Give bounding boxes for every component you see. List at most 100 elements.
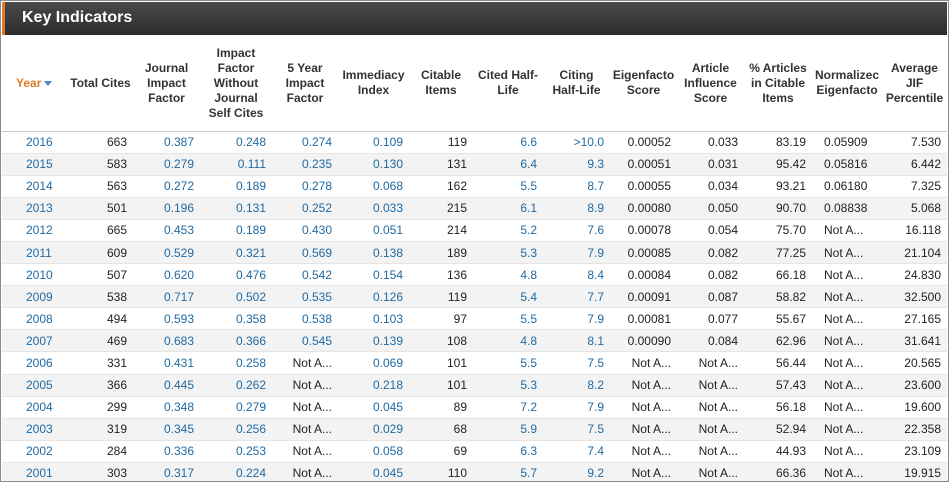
metric-link[interactable]: 8.9 [543,197,610,220]
metric-link[interactable]: 7.7 [543,285,610,309]
column-header-immediacy-index[interactable]: Immediacy Index [338,36,409,132]
year-link[interactable]: 2001 [2,462,68,481]
metric-link[interactable]: 0.279 [200,396,272,419]
metric-link[interactable]: 0.453 [133,219,200,242]
metric-link[interactable]: Not A... [272,374,338,397]
metric-link[interactable]: 7.6 [543,219,610,242]
metric-link[interactable]: 0.279 [133,153,200,176]
metric-link[interactable]: 0.139 [338,329,409,353]
metric-link[interactable]: 7.4 [543,440,610,463]
column-header-citable-items[interactable]: Citable Items [409,36,473,132]
year-link[interactable]: 2016 [2,131,68,154]
metric-link[interactable]: 0.545 [272,329,338,353]
metric-link[interactable]: 0.336 [133,440,200,463]
year-link[interactable]: 2014 [2,175,68,198]
metric-link[interactable]: 0.111 [200,153,272,176]
column-header-impact-factor-without-self-cites[interactable]: Impact Factor Without Journal Self Cites [200,36,272,132]
metric-link[interactable]: 9.3 [543,153,610,176]
year-link[interactable]: 2003 [2,418,68,441]
metric-link[interactable]: 7.9 [543,241,610,265]
metric-link[interactable]: 9.2 [543,462,610,481]
year-link[interactable]: 2013 [2,197,68,220]
metric-link[interactable]: 0.045 [338,396,409,419]
metric-link[interactable]: 8.1 [543,329,610,353]
column-header-cited-half-life[interactable]: Cited Half-Life [473,36,543,132]
metric-link[interactable]: 0.262 [200,374,272,397]
metric-link[interactable]: 0.620 [133,263,200,287]
metric-link[interactable]: 0.593 [133,307,200,331]
metric-link[interactable]: Not A... [272,396,338,419]
metric-link[interactable]: 0.258 [200,351,272,375]
metric-link[interactable]: 0.235 [272,153,338,176]
metric-link[interactable]: 0.248 [200,131,272,154]
sort-desc-icon[interactable] [44,81,53,87]
metric-link[interactable]: 4.8 [473,329,543,353]
metric-link[interactable]: 0.189 [200,219,272,242]
year-link[interactable]: 2011 [2,241,68,265]
year-link[interactable]: 2012 [2,219,68,242]
column-header-citing-half-life[interactable]: Citing Half-Life [543,36,610,132]
column-header-year[interactable]: Year [2,36,68,132]
year-link[interactable]: 2004 [2,396,68,419]
metric-link[interactable]: 0.272 [133,175,200,198]
metric-link[interactable]: 6.6 [473,131,543,154]
metric-link[interactable]: 5.2 [473,219,543,242]
metric-link[interactable]: 0.535 [272,285,338,309]
metric-link[interactable]: 0.033 [338,197,409,220]
metric-link[interactable]: 0.538 [272,307,338,331]
metric-link[interactable]: 0.189 [200,175,272,198]
metric-link[interactable]: 0.321 [200,241,272,265]
metric-link[interactable]: 4.8 [473,263,543,287]
metric-link[interactable]: 0.109 [338,131,409,154]
metric-link[interactable]: 0.154 [338,263,409,287]
metric-link[interactable]: 0.069 [338,351,409,375]
metric-link[interactable]: 0.138 [338,241,409,265]
metric-link[interactable]: 0.278 [272,175,338,198]
metric-link[interactable]: 0.058 [338,440,409,463]
metric-link[interactable]: 5.7 [473,462,543,481]
year-link[interactable]: 2015 [2,153,68,176]
column-header-journal-impact-factor[interactable]: Journal Impact Factor [133,36,200,132]
metric-link[interactable]: 5.3 [473,241,543,265]
column-header-eigenfactor-score[interactable]: Eigenfacto Score [610,36,677,132]
metric-link[interactable]: 0.130 [338,153,409,176]
metric-link[interactable]: 0.476 [200,263,272,287]
column-header-total-cites[interactable]: Total Cites [68,36,133,132]
metric-link[interactable]: 0.051 [338,219,409,242]
metric-link[interactable]: 6.4 [473,153,543,176]
metric-link[interactable]: 5.5 [473,175,543,198]
metric-link[interactable]: 0.218 [338,374,409,397]
column-header-article-influence-score[interactable]: Article Influence Score [677,36,744,132]
metric-link[interactable]: 0.045 [338,462,409,481]
metric-link[interactable]: 0.717 [133,285,200,309]
metric-link[interactable]: 0.430 [272,219,338,242]
metric-link[interactable]: 6.3 [473,440,543,463]
year-link[interactable]: 2008 [2,307,68,331]
metric-link[interactable]: 0.131 [200,197,272,220]
column-header-average-jif-percentile[interactable]: Average JIF Percentile [882,36,947,132]
metric-link[interactable]: 8.4 [543,263,610,287]
metric-link[interactable]: 0.529 [133,241,200,265]
metric-link[interactable]: 0.366 [200,329,272,353]
metric-link[interactable]: 0.126 [338,285,409,309]
metric-link[interactable]: Not A... [272,462,338,481]
metric-link[interactable]: 0.256 [200,418,272,441]
metric-link[interactable]: 0.387 [133,131,200,154]
metric-link[interactable]: >10.0 [543,131,610,154]
metric-link[interactable]: 7.9 [543,307,610,331]
year-link[interactable]: 2007 [2,329,68,353]
metric-link[interactable]: 8.7 [543,175,610,198]
metric-link[interactable]: Not A... [272,418,338,441]
metric-link[interactable]: 0.348 [133,396,200,419]
metric-link[interactable]: Not A... [272,440,338,463]
metric-link[interactable]: 8.2 [543,374,610,397]
metric-link[interactable]: 0.431 [133,351,200,375]
metric-link[interactable]: 0.224 [200,462,272,481]
metric-link[interactable]: 5.5 [473,307,543,331]
metric-link[interactable]: 0.274 [272,131,338,154]
metric-link[interactable]: 0.569 [272,241,338,265]
metric-link[interactable]: 5.3 [473,374,543,397]
year-link[interactable]: 2006 [2,351,68,375]
metric-link[interactable]: 0.445 [133,374,200,397]
metric-link[interactable]: 0.317 [133,462,200,481]
